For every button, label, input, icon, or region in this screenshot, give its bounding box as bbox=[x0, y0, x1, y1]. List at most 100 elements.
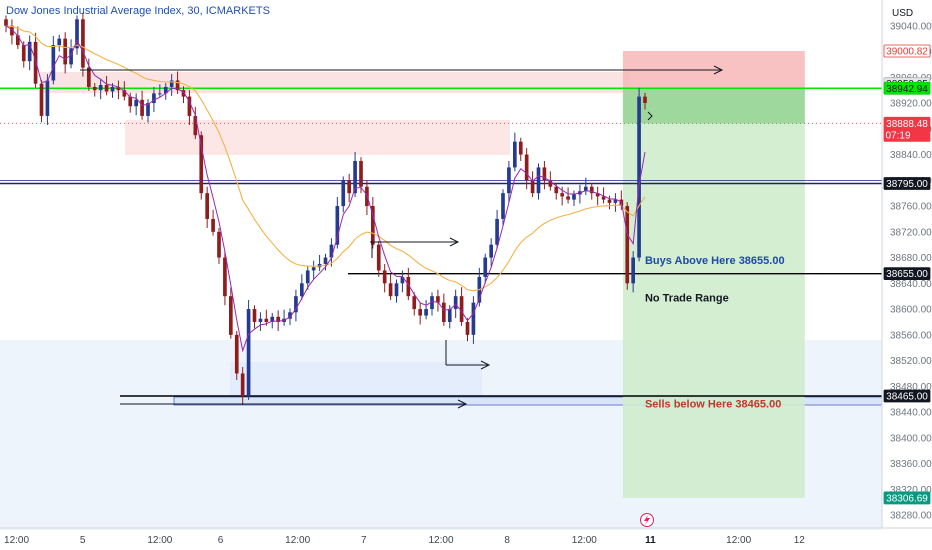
candle-body bbox=[21, 45, 26, 62]
candle-body bbox=[211, 218, 215, 232]
candle-body bbox=[39, 83, 44, 116]
candle-body bbox=[453, 296, 458, 310]
candle-body bbox=[299, 283, 304, 297]
candle-body bbox=[412, 296, 417, 310]
price-tag-label: 38655.00 bbox=[886, 269, 928, 280]
candle-body bbox=[228, 296, 233, 335]
candle-body bbox=[536, 167, 541, 194]
candle-body bbox=[169, 80, 174, 87]
candle-body bbox=[128, 96, 133, 107]
candle-body bbox=[501, 193, 505, 219]
x-tick-label: 5 bbox=[80, 535, 86, 546]
candle-body bbox=[382, 270, 387, 284]
position-profit-fill bbox=[622, 88, 805, 124]
candle-body bbox=[134, 99, 139, 107]
y-tick-label: 38320.00 bbox=[890, 485, 932, 496]
candle-body bbox=[329, 244, 334, 258]
countdown-label: 07:19 bbox=[885, 130, 910, 141]
y-tick-label: 38760.00 bbox=[890, 202, 932, 213]
candle-body bbox=[98, 84, 103, 91]
candle-body bbox=[163, 86, 168, 94]
annotation-label: Sells below Here 38465.00 bbox=[645, 399, 781, 411]
candle-body bbox=[607, 199, 612, 203]
annotations: Buys Above Here 38655.00 No Trade Range Se… bbox=[645, 255, 785, 411]
candle-body bbox=[152, 93, 156, 104]
candle-body bbox=[566, 196, 570, 200]
candle-body bbox=[436, 296, 440, 303]
y-tick-label: 38440.00 bbox=[890, 408, 932, 419]
candle-body bbox=[495, 218, 499, 245]
arrows bbox=[80, 65, 724, 409]
x-tick-label: 12:00 bbox=[428, 535, 453, 546]
candle-body bbox=[370, 206, 375, 245]
candle-body bbox=[157, 93, 162, 95]
x-tick-label: 12:00 bbox=[4, 535, 29, 546]
x-tick-label: 12:00 bbox=[147, 535, 172, 546]
price-tag bbox=[883, 44, 931, 58]
y-tick-label: 38560.00 bbox=[890, 330, 932, 341]
candle-body bbox=[311, 267, 316, 271]
x-tick-label: 11 bbox=[645, 535, 656, 546]
candle-body bbox=[110, 86, 115, 92]
candle-body bbox=[560, 193, 565, 197]
y-tick-label: 38400.00 bbox=[890, 433, 932, 444]
candle-body bbox=[217, 231, 221, 258]
candle-body bbox=[258, 318, 263, 322]
candle-body bbox=[234, 334, 239, 374]
candle-body bbox=[51, 45, 56, 81]
candle-body bbox=[625, 206, 630, 284]
price-tag bbox=[883, 177, 931, 190]
x-ticks[interactable]: 12:00 5 12:00 6 12:00 7 12:00 8 12:00 11 12:00 12 bbox=[4, 535, 805, 546]
candle-body bbox=[4, 19, 8, 26]
supply-zone-lower bbox=[125, 120, 510, 155]
y-tick-label: 38280.00 bbox=[890, 511, 932, 522]
x-tick-label: 6 bbox=[218, 535, 224, 546]
price-tag bbox=[883, 81, 931, 95]
candle-body bbox=[572, 194, 576, 200]
candles bbox=[4, 12, 647, 406]
position-tool[interactable] bbox=[622, 50, 805, 498]
price-tag-label: 38795.00 bbox=[886, 179, 928, 190]
candle-body bbox=[637, 96, 641, 258]
candle-body bbox=[507, 167, 511, 194]
entry-arrowhead bbox=[647, 111, 653, 121]
candle-body bbox=[400, 276, 405, 284]
y-tick-label: 38720.00 bbox=[890, 227, 932, 238]
x-tick-label: 12 bbox=[794, 535, 806, 546]
price-tag bbox=[883, 267, 931, 281]
candle-body bbox=[116, 86, 121, 91]
y-tick-label: 38680.00 bbox=[890, 253, 932, 264]
y-tick-label: 38360.00 bbox=[890, 459, 932, 470]
candle-body bbox=[140, 99, 144, 116]
candle-body bbox=[359, 160, 363, 187]
candle-body bbox=[276, 316, 281, 322]
candle-body bbox=[270, 316, 275, 322]
candle-body bbox=[81, 19, 85, 68]
candle-body bbox=[33, 41, 38, 84]
candle-body bbox=[181, 90, 186, 97]
candle-body bbox=[459, 296, 464, 322]
candle-body bbox=[175, 80, 180, 91]
candle-body bbox=[465, 321, 470, 335]
candle-body bbox=[388, 283, 393, 297]
candle-body bbox=[418, 309, 423, 316]
candle-body bbox=[341, 180, 346, 207]
candle-body bbox=[530, 180, 535, 194]
candle-body bbox=[512, 141, 517, 168]
price-tag bbox=[883, 491, 931, 505]
candle-body bbox=[613, 199, 618, 203]
candle-body bbox=[524, 154, 529, 181]
candle-body bbox=[542, 167, 547, 181]
price-tag bbox=[883, 116, 931, 142]
candle-body bbox=[288, 312, 292, 319]
candle-body bbox=[376, 244, 381, 271]
lightning-icon[interactable] bbox=[640, 513, 654, 527]
y-tick-label: 38840.00 bbox=[890, 150, 932, 161]
price-tag-label: 38942.94 bbox=[886, 84, 928, 95]
candle-body bbox=[193, 115, 198, 136]
y-tick-label: 38520.00 bbox=[890, 356, 932, 367]
candle-body bbox=[15, 35, 20, 46]
candle-body bbox=[323, 257, 328, 264]
price-tag-label: 39000.82 bbox=[886, 46, 928, 57]
